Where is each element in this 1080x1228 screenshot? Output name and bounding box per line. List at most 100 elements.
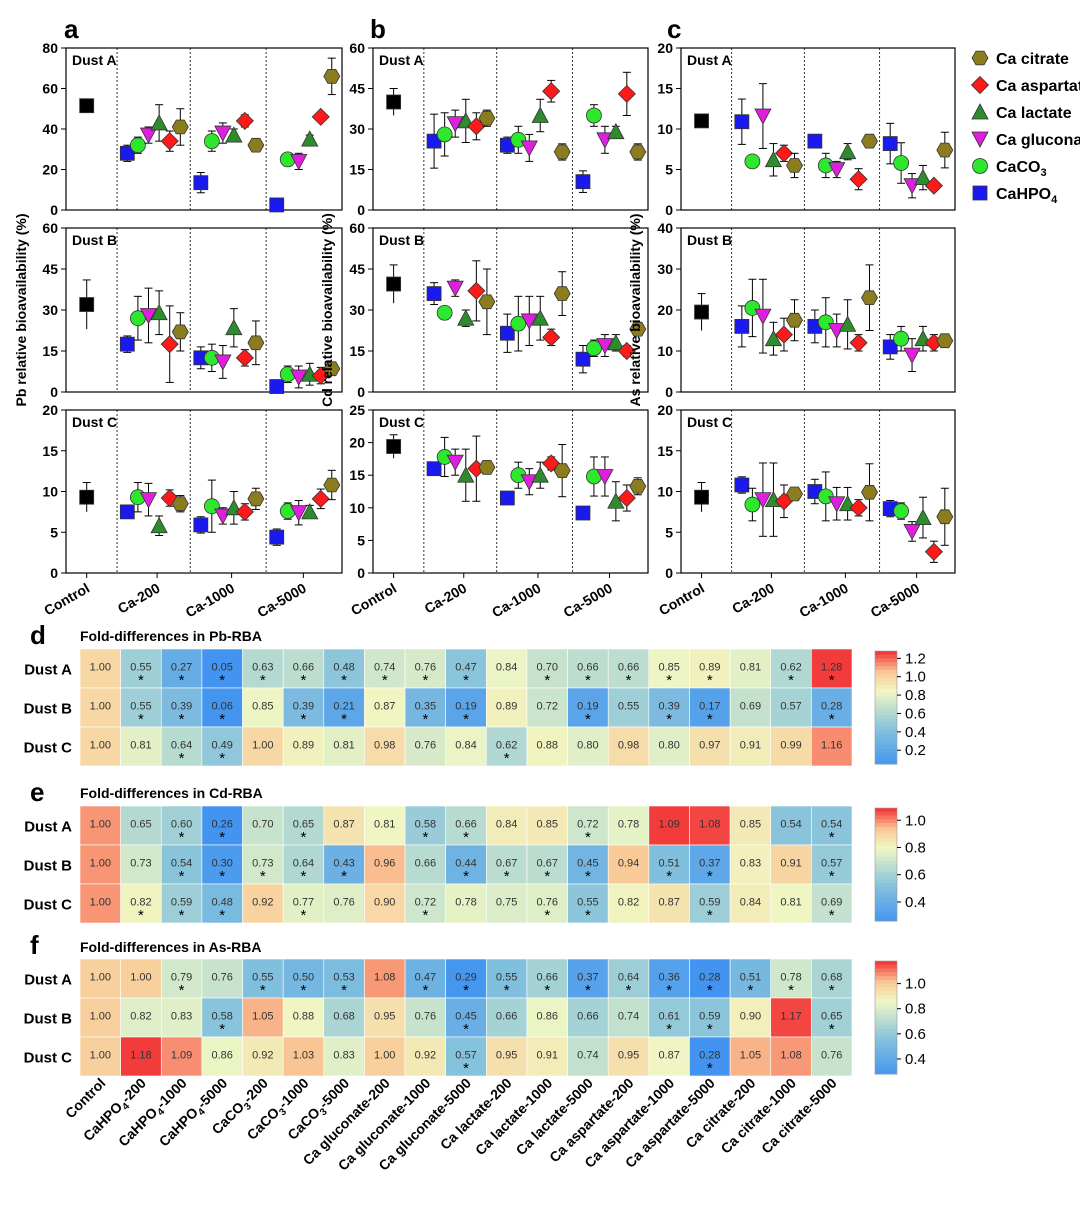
significance-star: * bbox=[301, 982, 307, 999]
control-point bbox=[694, 304, 709, 320]
heatmap-value: 0.82 bbox=[618, 897, 639, 909]
y-tick-label: 45 bbox=[349, 81, 365, 97]
colorbar-segment bbox=[875, 838, 897, 843]
point-caco3 bbox=[817, 314, 834, 331]
heatmap-cell bbox=[607, 726, 650, 767]
heatmap-value: 0.55 bbox=[130, 701, 151, 713]
colorbar-segment bbox=[875, 898, 897, 903]
heatmap-title: Fold-differences in As-RBA bbox=[80, 939, 262, 955]
heatmap-cell bbox=[770, 805, 812, 846]
heatmap-cell bbox=[120, 958, 162, 999]
heatmap-value: 0.81 bbox=[374, 819, 395, 831]
heatmap-cell bbox=[282, 958, 325, 999]
y-tick-label: 5 bbox=[665, 524, 673, 540]
point-ca-aspartate bbox=[617, 488, 636, 508]
heatmap-value: 0.55 bbox=[252, 972, 273, 984]
colorbar-segment bbox=[875, 976, 897, 981]
point-ca-lactate bbox=[301, 130, 319, 147]
significance-star: * bbox=[829, 868, 835, 885]
heatmap-value: 0.58 bbox=[415, 819, 436, 831]
x-tick-label: Ca-200 bbox=[729, 580, 777, 617]
colorbar-segment bbox=[875, 1062, 897, 1067]
colorbar-segment bbox=[875, 1009, 897, 1015]
heatmap-cell bbox=[364, 883, 406, 924]
point-ca-citrate bbox=[861, 484, 878, 500]
colorbar-segment bbox=[875, 853, 897, 858]
point-ca-aspartate bbox=[311, 489, 330, 508]
scatter-panel-c-3: 0 5 10 15 20 Dust C Control Ca-200 Ca-1000 Ca-500… bbox=[656, 402, 956, 620]
heatmap-cell bbox=[811, 883, 853, 924]
x-tick-label: Control bbox=[348, 580, 399, 619]
point-ca-citrate bbox=[553, 286, 571, 301]
point-caco3 bbox=[436, 304, 453, 321]
significance-star: * bbox=[422, 982, 428, 999]
heatmap-cell bbox=[364, 687, 406, 728]
significance-star: * bbox=[666, 1021, 672, 1038]
heatmap-value: 0.90 bbox=[374, 897, 395, 909]
heatmap-value: 0.92 bbox=[252, 897, 273, 909]
point-ca-lactate bbox=[457, 309, 475, 326]
heatmap-value: 0.60 bbox=[171, 819, 192, 831]
heatmap-value: 0.77 bbox=[293, 897, 314, 909]
heatmap-cell bbox=[160, 687, 203, 728]
heatmap-cell bbox=[648, 958, 690, 999]
heatmap-cell bbox=[242, 997, 284, 1038]
point-ca-aspartate bbox=[235, 502, 254, 521]
point-ca-citrate bbox=[861, 133, 878, 149]
heatmap-value: 1.00 bbox=[90, 740, 111, 752]
heatmap-value: 0.57 bbox=[780, 701, 801, 713]
heatmap-value: 0.61 bbox=[658, 1011, 679, 1023]
point-ca-lactate bbox=[457, 466, 475, 483]
heatmap-cell bbox=[689, 1036, 731, 1077]
heatmap-cell bbox=[201, 805, 243, 846]
significance-star: * bbox=[301, 711, 307, 728]
colorbar-segment bbox=[875, 696, 897, 701]
heatmap-value: 1.03 bbox=[293, 1050, 314, 1062]
colorbar-segment bbox=[875, 894, 897, 899]
colorbar-segment bbox=[875, 726, 897, 731]
heatmap-cell bbox=[79, 844, 121, 885]
significance-star: * bbox=[179, 672, 185, 689]
heatmap-value: 0.73 bbox=[130, 858, 151, 870]
y-tick-label: 0 bbox=[50, 384, 58, 400]
heatmap-panel-d: d Fold-differences in Pb-RBA Dust A 1.00 0.5… bbox=[24, 620, 926, 767]
heatmap-cell bbox=[567, 805, 609, 846]
colorbar-segment bbox=[875, 692, 897, 697]
heatmap-cell bbox=[729, 997, 772, 1038]
heatmap-value: 1.08 bbox=[780, 1050, 801, 1062]
heatmap-cell bbox=[445, 844, 487, 885]
heatmap-cell bbox=[811, 687, 853, 728]
heatmap-cell bbox=[526, 1036, 568, 1077]
heatmap-value: 1.17 bbox=[780, 1011, 801, 1023]
point-ca-gluconate bbox=[290, 153, 308, 171]
y-tick-label: 30 bbox=[349, 302, 365, 318]
y-tick-label: 15 bbox=[349, 343, 365, 359]
heatmap-cell bbox=[79, 883, 121, 924]
colorbar-segment bbox=[875, 1070, 897, 1075]
point-cahpo4 bbox=[499, 490, 515, 506]
point-ca-citrate bbox=[478, 110, 496, 126]
heatmap-value: 0.62 bbox=[496, 740, 517, 752]
colorbar-segment bbox=[875, 823, 897, 828]
heatmap-value: 0.64 bbox=[293, 858, 314, 870]
heatmap-value: 0.29 bbox=[455, 972, 476, 984]
point-cahpo4 bbox=[575, 351, 591, 367]
heatmap-cell bbox=[160, 648, 203, 689]
heatmap-value: 0.91 bbox=[780, 858, 801, 870]
colorbar-segment bbox=[875, 722, 897, 727]
heatmap-row-label: Dust C bbox=[24, 740, 73, 757]
colorbar-segment bbox=[875, 1013, 897, 1018]
heatmap-value: 0.81 bbox=[333, 740, 354, 752]
heatmap-cell bbox=[648, 726, 690, 767]
heatmap-value: 0.66 bbox=[415, 858, 436, 870]
significance-star: * bbox=[179, 868, 185, 885]
heatmap-value: 0.76 bbox=[537, 897, 558, 909]
colorbar-tick-label: 0.4 bbox=[905, 724, 926, 741]
heatmap-cell bbox=[567, 687, 609, 728]
significance-star: * bbox=[179, 750, 185, 767]
point-ca-citrate bbox=[861, 290, 878, 306]
colorbar-tick-label: 0.8 bbox=[905, 1001, 926, 1018]
heatmap-cell bbox=[160, 805, 203, 846]
heatmap-value: 0.50 bbox=[293, 972, 314, 984]
heatmap-column-label: Ca citrate-5000 bbox=[758, 1075, 840, 1157]
